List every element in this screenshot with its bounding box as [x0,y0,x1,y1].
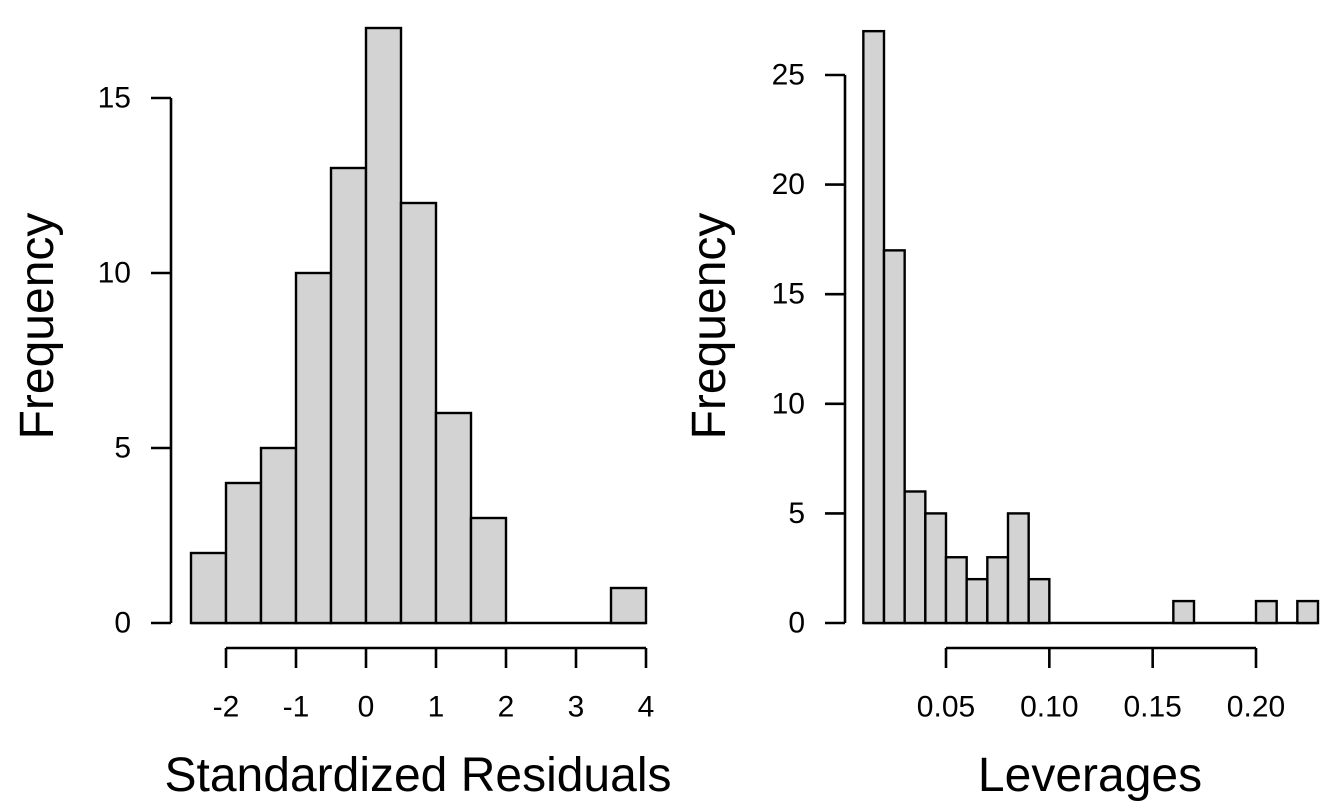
standardized-residuals-panel: 0 5 10 15 -2 -1 0 1 2 3 4 Frequency Standardized R… [11,26,672,802]
histogram-bar [1296,599,1320,625]
histogram-bar [189,551,228,625]
histogram-bar [469,516,508,625]
x-tick-label: 2 [498,691,515,724]
right-y-axis-title: Frequency [683,212,736,440]
standardized-residuals-plot: 0 5 10 15 -2 -1 0 1 2 3 4 [98,26,655,724]
y-tick-label: 15 [772,278,805,311]
x-tick-label: 1 [428,691,445,724]
histogram-bar [259,446,298,625]
histogram-bar [399,201,438,625]
histogram-bar [1027,577,1051,625]
right-x-axis-title: Leverages [977,749,1203,802]
y-tick-label: 15 [98,82,131,115]
x-tick-label: 3 [568,691,585,724]
histogram-bar [1172,599,1196,625]
histogram-bar [944,556,968,625]
x-tick-label: -2 [213,691,240,724]
y-tick-label: 0 [114,607,131,640]
histogram-bar [903,490,927,625]
y-tick-label: 5 [788,497,805,530]
x-tick-label: 0.15 [1123,691,1181,724]
histogram-bar [924,512,948,625]
histogram-bar [986,556,1010,625]
histogram-bar [1006,512,1030,625]
histogram-bar [965,577,989,625]
y-tick-label: 10 [772,387,805,420]
histogram-bar [862,29,886,625]
leverages-panel: 0 5 10 15 20 25 0.05 0.10 0.15 0.20 Frequency Lev… [672,0,1344,806]
histogram-bar [882,249,906,625]
histogram-bar [329,166,368,625]
y-tick-label: 0 [788,607,805,640]
x-tick-label: 0.10 [1020,691,1078,724]
x-tick-label: 0 [358,691,375,724]
histogram-bars [862,29,1320,625]
histogram-bar [224,481,263,625]
histogram-bar [609,586,648,625]
left-y-axis-title: Frequency [11,212,64,440]
x-tick-label: 4 [638,691,655,724]
y-tick-label: 5 [114,432,131,465]
histogram-bar [1254,599,1278,625]
y-tick-label: 20 [772,168,805,201]
y-tick-label: 25 [772,59,805,92]
left-x-axis-title: Standardized Residuals [164,749,672,802]
y-tick-label: 10 [98,257,131,290]
leverages-plot: 0 5 10 15 20 25 0.05 0.10 0.15 0.20 [772,29,1320,724]
x-tick-label: 0.20 [1227,691,1285,724]
histogram-bar [364,26,403,625]
x-tick-label: -1 [283,691,310,724]
histogram-bars [189,26,648,625]
histogram-bar [294,271,333,625]
x-tick-label: 0.05 [917,691,975,724]
histogram-bar [434,411,473,625]
